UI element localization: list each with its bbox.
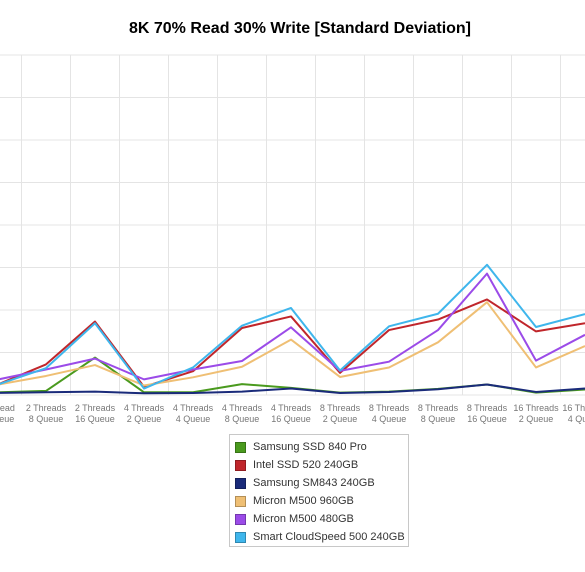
x-tick-label: 16 Threads 2 Queue xyxy=(513,403,559,424)
series-line-samsung-sm843-240gb xyxy=(0,383,585,395)
legend-item: Smart CloudSpeed 500 240GB xyxy=(235,528,408,546)
series-polyline xyxy=(0,356,585,394)
series-lines xyxy=(0,263,585,395)
legend-label: Micron M500 480GB xyxy=(253,513,354,525)
chart-title: 8K 70% Read 30% Write [Standard Deviatio… xyxy=(128,20,472,37)
series-line-micron-m500-480gb xyxy=(0,272,585,381)
legend-label: Smart CloudSpeed 500 240GB xyxy=(253,531,405,543)
legend-label: Intel SSD 520 240GB xyxy=(253,459,359,471)
series-line-intel-ssd-520-240gb xyxy=(0,298,585,388)
series-line-smart-cloudspeed-500-240gb xyxy=(0,263,585,390)
x-tick-label: 8 Threads 4 Queue xyxy=(369,403,410,424)
x-tick-label: 4 Threads 8 Queue xyxy=(222,403,263,424)
legend-swatch xyxy=(235,495,246,507)
legend-label: Micron M500 960GB xyxy=(253,495,354,507)
x-tick-label: 1 Thread4 Queue xyxy=(0,403,15,424)
x-tick-label: 4 Threads 2 Queue xyxy=(124,403,165,424)
series-polyline xyxy=(0,301,585,387)
legend-item: Micron M500 960GB xyxy=(235,492,408,510)
legend-swatch xyxy=(235,477,246,489)
legend-swatch xyxy=(235,531,246,543)
legend-swatch xyxy=(235,459,246,471)
legend-item: Samsung SM843 240GB xyxy=(235,474,408,492)
series-polyline xyxy=(0,272,585,381)
legend-label: Samsung SM843 240GB xyxy=(253,477,375,489)
grid xyxy=(0,54,585,396)
x-tick-label: 2 Threads 8 Queue xyxy=(26,403,67,424)
series-line-micron-m500-960gb xyxy=(0,301,585,387)
x-tick-label: 8 Threads 8 Queue xyxy=(418,403,459,424)
legend-item: Micron M500 480GB xyxy=(235,510,408,528)
legend-item: Samsung SSD 840 Pro xyxy=(235,438,408,456)
legend-item: Intel SSD 520 240GB xyxy=(235,456,408,474)
series-line-samsung-ssd-840-pro xyxy=(0,356,585,394)
legend-swatch xyxy=(235,513,246,525)
series-polyline xyxy=(0,383,585,395)
legend-swatch xyxy=(235,441,246,453)
legend: Samsung SSD 840 Pro Intel SSD 520 240GB Sa… xyxy=(229,434,409,547)
series-polyline xyxy=(0,263,585,390)
legend-label: Samsung SSD 840 Pro xyxy=(253,441,367,453)
x-tick-label: 4 Threads 4 Queue xyxy=(173,403,214,424)
x-tick-label: 4 Threads 16 Queue xyxy=(271,403,312,424)
x-tick-label: 8 Threads 16 Queue xyxy=(467,403,508,424)
x-tick-label: 2 Threads 16 Queue xyxy=(75,403,116,424)
series-polyline xyxy=(0,298,585,388)
x-tick-label: 8 Threads 2 Queue xyxy=(320,403,361,424)
